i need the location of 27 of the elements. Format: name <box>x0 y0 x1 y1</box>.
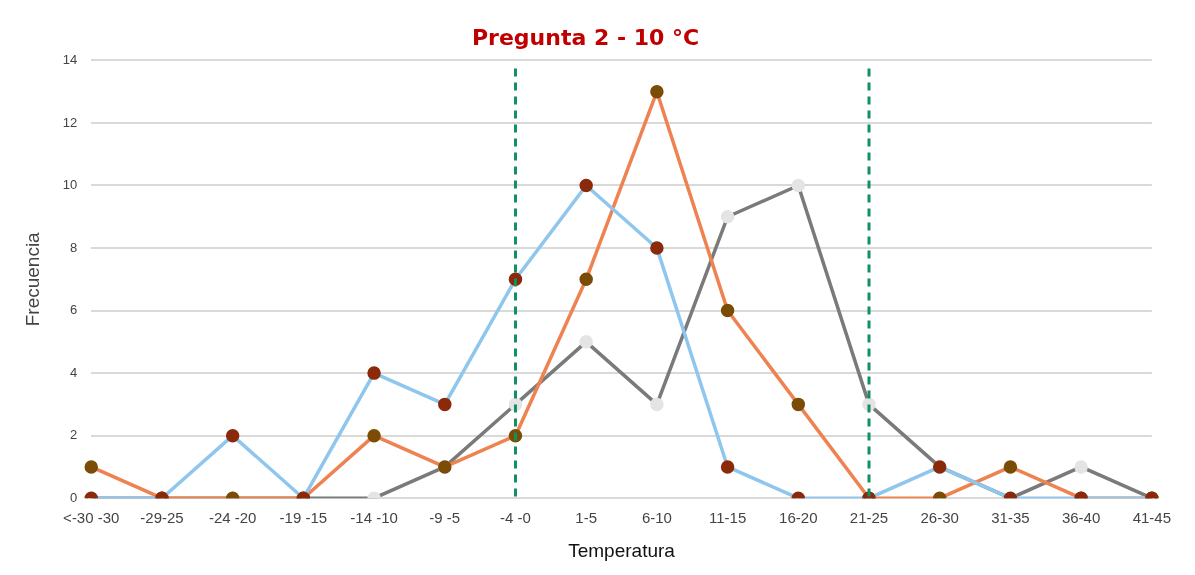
y-tick-label: 6 <box>70 302 78 318</box>
x-tick-label: -4 -0 <box>500 509 531 527</box>
x-tick-label: -14 -10 <box>350 509 398 527</box>
x-tick-label: 31-35 <box>991 509 1030 527</box>
y-tick-label: 14 <box>62 51 78 67</box>
x-tick-label: 6-10 <box>641 509 672 527</box>
y-axis-title: Frecuencia <box>21 231 43 327</box>
x-tick-label: -24 -20 <box>208 509 257 527</box>
y-tick-label: 8 <box>70 239 78 255</box>
x-axis-title: Temperatura <box>568 539 676 561</box>
x-tick-label: 41-45 <box>1132 509 1172 527</box>
x-tick-label: -29-25 <box>140 509 184 527</box>
x-tick-label: 36-40 <box>1061 509 1101 527</box>
x-tick-label: 26-30 <box>920 509 959 527</box>
y-tick-label: 2 <box>70 427 78 443</box>
y-tick-label: 0 <box>70 489 78 505</box>
x-tick-label: -19 -15 <box>279 509 328 527</box>
x-tick-label: 1-5 <box>575 509 598 527</box>
x-tick-label: <-30 -30 <box>63 509 120 527</box>
y-tick-label: 10 <box>62 177 78 193</box>
y-tick-label: 4 <box>70 364 78 380</box>
y-tick-label: 12 <box>62 114 78 130</box>
x-tick-label: 21-25 <box>849 509 889 527</box>
x-tick-label: 11-15 <box>708 509 747 527</box>
x-tick-label: 16-20 <box>779 509 818 527</box>
chart-title: Pregunta 2 - 10 °C <box>471 24 700 50</box>
x-tick-label: -9 -5 <box>429 509 461 527</box>
